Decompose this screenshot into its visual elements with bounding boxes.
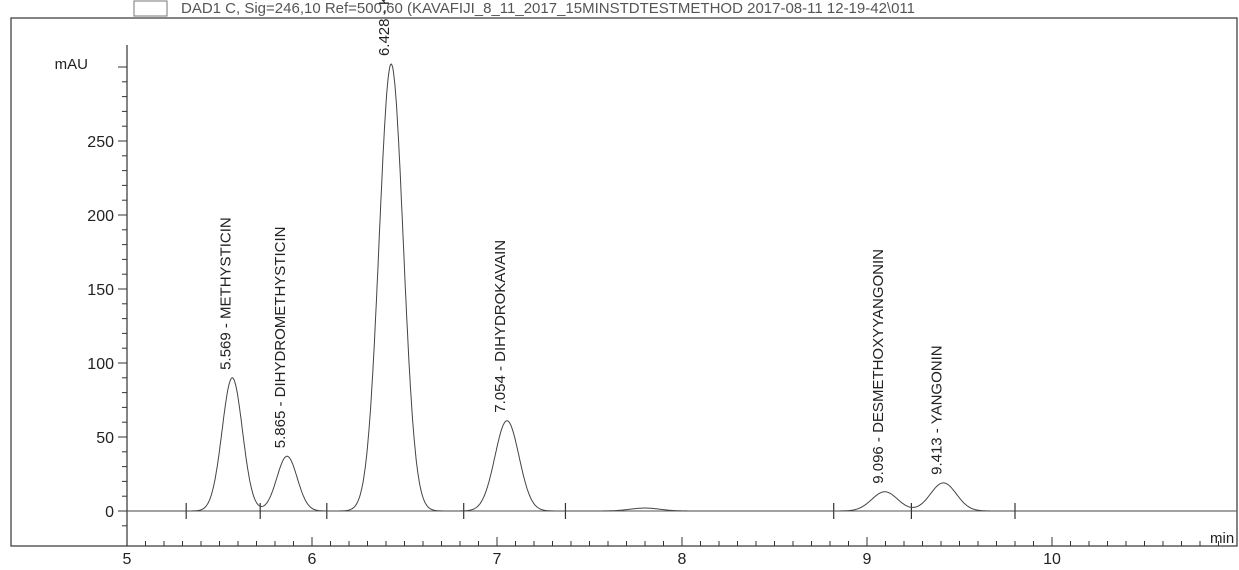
x-tick-label: 7 bbox=[493, 551, 502, 568]
y-tick-label: 0 bbox=[105, 504, 114, 521]
chromatogram-trace bbox=[127, 63, 1236, 512]
x-tick-label: 6 bbox=[308, 551, 317, 568]
y-axis-unit-label: mAU bbox=[55, 56, 88, 73]
y-tick-label: 100 bbox=[87, 356, 114, 373]
peak-label: 6.428 - KAVAIN bbox=[376, 0, 393, 56]
peak-label: 5.865 - DIHYDROMETHYSTICIN bbox=[272, 227, 289, 449]
y-tick-label: 200 bbox=[87, 208, 114, 225]
y-tick-label: 50 bbox=[96, 430, 114, 447]
x-tick-label: 9 bbox=[863, 551, 872, 568]
peak-label: 7.054 - DIHYDROKAVAIN bbox=[492, 240, 509, 413]
x-tick-label: 10 bbox=[1043, 551, 1061, 568]
x-tick-label: 5 bbox=[123, 551, 132, 568]
legend-label: DAD1 C, Sig=246,10 Ref=500,60 (KAVAFIJI_… bbox=[181, 0, 915, 17]
x-axis-unit-label: min bbox=[1210, 530, 1234, 547]
peak-label: 9.096 - DESMETHOXYYANGONIN bbox=[870, 249, 887, 484]
y-tick-label: 250 bbox=[87, 134, 114, 151]
x-tick-label: 8 bbox=[678, 551, 687, 568]
legend-swatch bbox=[133, 0, 168, 17]
plot-frame bbox=[10, 17, 1238, 547]
peak-label: 9.413 - YANGONIN bbox=[928, 345, 945, 475]
peak-label: 5.569 - METHYSTICIN bbox=[217, 217, 234, 370]
y-tick-label: 150 bbox=[87, 282, 114, 299]
